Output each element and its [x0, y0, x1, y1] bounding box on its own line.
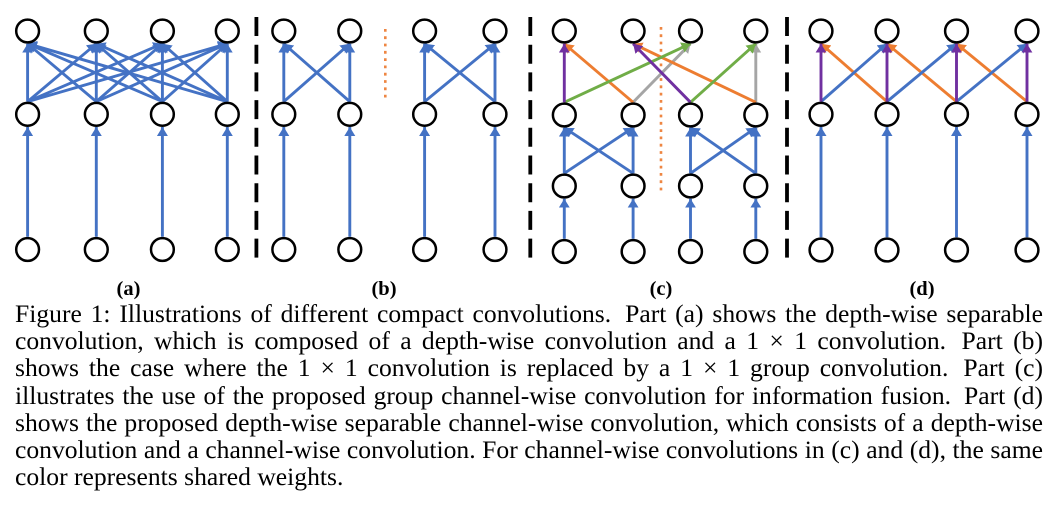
- svg-text:(b): (b): [371, 278, 396, 300]
- svg-text:(d): (d): [909, 278, 934, 300]
- svg-text:(a): (a): [117, 278, 141, 300]
- svg-text:(c): (c): [650, 278, 673, 300]
